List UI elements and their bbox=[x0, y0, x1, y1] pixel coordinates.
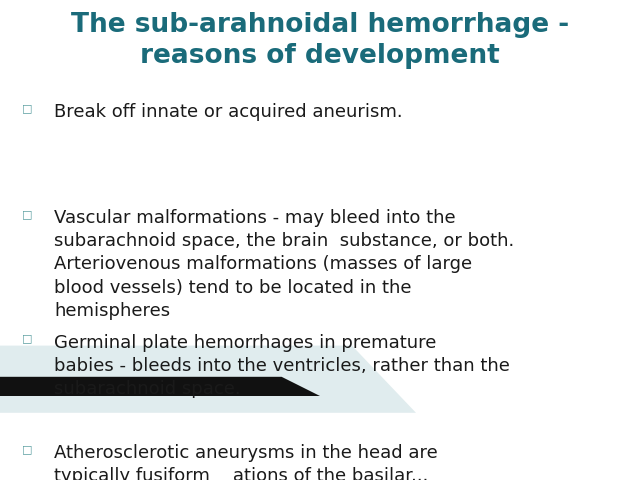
Polygon shape bbox=[0, 377, 320, 396]
Text: Germinal plate hemorrhages in premature
babies - bleeds into the ventricles, rat: Germinal plate hemorrhages in premature … bbox=[54, 334, 510, 398]
Text: □: □ bbox=[22, 103, 33, 113]
Polygon shape bbox=[0, 346, 416, 413]
Text: □: □ bbox=[22, 334, 33, 344]
Text: □: □ bbox=[22, 209, 33, 219]
Text: The sub-arahnoidal hemorrhage -
reasons of development: The sub-arahnoidal hemorrhage - reasons … bbox=[71, 12, 569, 69]
Text: □: □ bbox=[22, 444, 33, 454]
Text: Atherosclerotic aneurysms in the head are
typically fusiform    ations of the ba: Atherosclerotic aneurysms in the head ar… bbox=[54, 444, 438, 480]
Text: Break off innate or acquired aneurism.: Break off innate or acquired aneurism. bbox=[54, 103, 403, 121]
Text: Vascular malformations - may bleed into the
subarachnoid space, the brain  subst: Vascular malformations - may bleed into … bbox=[54, 209, 515, 320]
